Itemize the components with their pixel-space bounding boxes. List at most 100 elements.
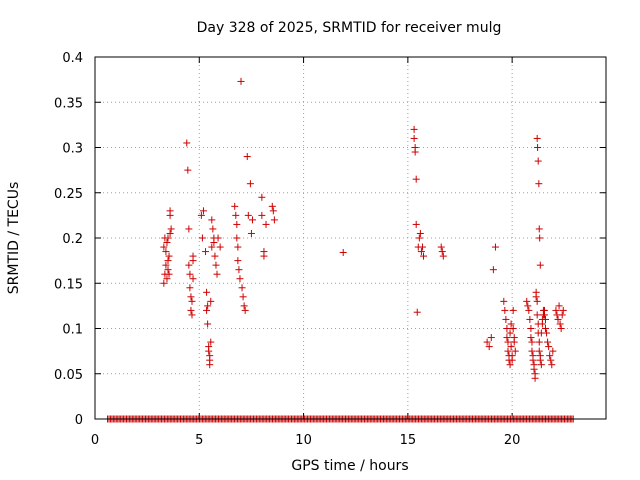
data-point bbox=[167, 225, 175, 233]
x-axis-label: GPS time / hours bbox=[291, 458, 408, 474]
data-point bbox=[233, 234, 241, 242]
data-point bbox=[160, 243, 168, 251]
data-point bbox=[186, 270, 194, 278]
data-point bbox=[188, 297, 196, 305]
data-point bbox=[162, 261, 170, 269]
data-point bbox=[185, 225, 193, 233]
data-point bbox=[415, 234, 423, 242]
data-point bbox=[212, 261, 220, 269]
data-point bbox=[187, 293, 195, 301]
data-point bbox=[166, 211, 174, 219]
data-point bbox=[535, 180, 543, 188]
data-point bbox=[204, 320, 212, 328]
data-point bbox=[533, 311, 541, 319]
data-point bbox=[554, 315, 562, 323]
data-point bbox=[186, 284, 194, 292]
data-point bbox=[523, 297, 531, 305]
data-point bbox=[412, 220, 420, 228]
data-point bbox=[248, 216, 256, 224]
data-point bbox=[204, 302, 212, 310]
data-point bbox=[210, 239, 218, 247]
data-point bbox=[533, 297, 541, 305]
data-point bbox=[235, 266, 243, 274]
data-point bbox=[558, 311, 566, 319]
data-point bbox=[530, 365, 538, 373]
data-point bbox=[506, 329, 514, 337]
y-tick-label: 0.05 bbox=[54, 368, 83, 383]
data-point bbox=[412, 175, 420, 183]
data-point bbox=[165, 270, 173, 278]
data-point bbox=[189, 257, 197, 265]
data-point bbox=[411, 148, 419, 156]
data-point bbox=[207, 297, 215, 305]
data-point bbox=[534, 144, 542, 151]
data-point bbox=[162, 248, 170, 256]
data-point bbox=[509, 306, 517, 314]
data-point bbox=[244, 211, 252, 219]
data-point bbox=[559, 306, 567, 314]
data-point bbox=[240, 302, 248, 310]
data-point bbox=[508, 356, 516, 364]
data-point bbox=[509, 325, 517, 332]
data-point bbox=[258, 211, 266, 219]
data-point bbox=[187, 306, 195, 314]
grid bbox=[95, 57, 606, 419]
data-point bbox=[236, 275, 244, 283]
data-point bbox=[270, 216, 278, 224]
data-point bbox=[544, 338, 552, 346]
data-point bbox=[483, 338, 491, 346]
data-point bbox=[555, 302, 563, 310]
data-point bbox=[529, 356, 537, 364]
data-point bbox=[203, 288, 211, 296]
data-point bbox=[269, 207, 277, 215]
data-point bbox=[506, 361, 514, 369]
data-point bbox=[203, 306, 211, 314]
data-point bbox=[527, 325, 535, 332]
data-point bbox=[540, 311, 548, 319]
y-tick-label: 0 bbox=[75, 413, 83, 428]
data-point bbox=[545, 343, 553, 351]
data-point bbox=[420, 252, 427, 260]
data-point bbox=[234, 243, 242, 251]
data-point bbox=[503, 334, 511, 342]
data-points bbox=[104, 77, 577, 423]
data-point bbox=[213, 270, 221, 278]
data-point bbox=[197, 211, 205, 219]
data-point bbox=[556, 320, 564, 328]
data-point bbox=[202, 248, 210, 256]
data-point bbox=[189, 275, 197, 283]
data-point bbox=[504, 347, 512, 355]
x-axis-ticks: 0 5 10 15 20 bbox=[91, 57, 521, 448]
data-point bbox=[208, 243, 216, 251]
data-point bbox=[507, 343, 515, 351]
data-point bbox=[164, 257, 172, 265]
data-point bbox=[542, 315, 550, 323]
data-point bbox=[233, 220, 241, 228]
data-point bbox=[231, 202, 239, 210]
y-tick-label: 0.15 bbox=[54, 277, 83, 292]
x-tick-label: 20 bbox=[504, 433, 521, 448]
data-point bbox=[258, 193, 266, 201]
data-point bbox=[524, 302, 532, 310]
data-point bbox=[491, 243, 499, 251]
y-tick-label: 0.2 bbox=[62, 232, 83, 247]
data-point bbox=[487, 334, 495, 342]
data-point bbox=[552, 306, 560, 314]
data-point bbox=[166, 229, 174, 237]
data-point bbox=[410, 125, 418, 133]
x-tick-label: 0 bbox=[91, 433, 99, 448]
data-point bbox=[418, 243, 426, 251]
data-point bbox=[543, 329, 551, 337]
data-point bbox=[532, 293, 540, 301]
data-point bbox=[413, 308, 421, 316]
y-tick-label: 0.1 bbox=[62, 323, 83, 338]
data-point bbox=[537, 361, 545, 369]
data-point bbox=[510, 338, 518, 346]
data-point bbox=[183, 139, 191, 147]
data-point bbox=[500, 297, 508, 305]
data-point bbox=[199, 207, 207, 215]
data-point bbox=[243, 153, 251, 161]
data-point bbox=[528, 347, 536, 355]
